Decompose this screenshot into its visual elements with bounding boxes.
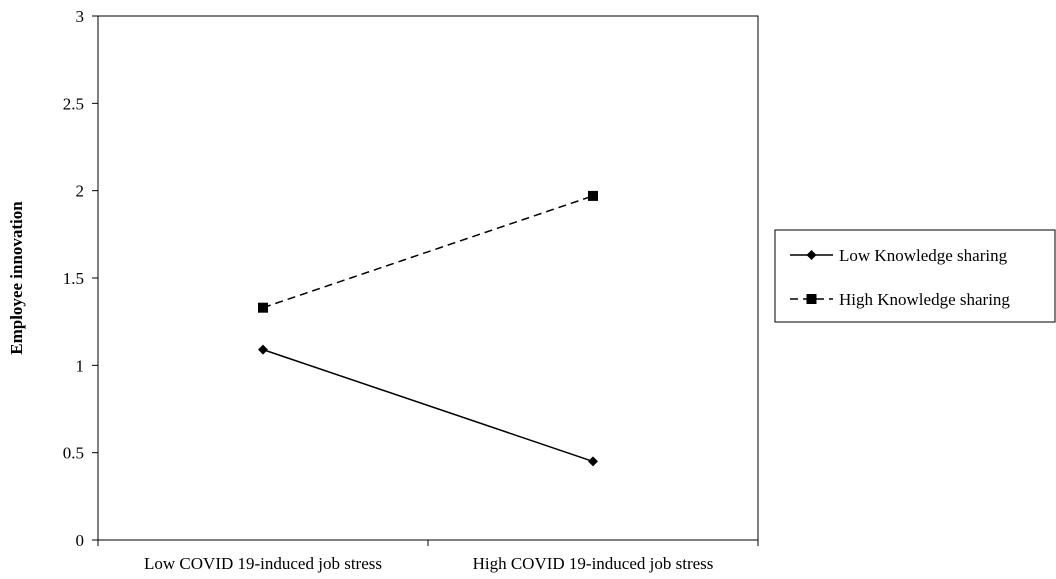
y-tick-label: 0 — [76, 531, 85, 550]
legend-entry-label: Low Knowledge sharing — [839, 246, 1008, 265]
legend-entry-label: High Knowledge sharing — [839, 290, 1010, 309]
y-axis-label: Employee innovation — [7, 201, 26, 355]
y-axis-ticks: 0 0.5 1 1.5 2 2.5 3 — [63, 7, 98, 550]
x-category-label: Low COVID 19-induced job stress — [144, 554, 382, 573]
x-category-label: High COVID 19-induced job stress — [473, 554, 714, 573]
series-high-knowledge-sharing — [258, 190, 598, 313]
plot-area-border — [97, 15, 759, 541]
plot-frame — [97, 15, 759, 541]
data-point-diamond-marker — [588, 456, 598, 467]
legend-diamond-marker — [806, 250, 817, 260]
y-tick-label: 2 — [76, 182, 85, 201]
y-tick-label: 2.5 — [63, 94, 84, 113]
legend-square-marker — [806, 294, 817, 304]
data-point-square-marker — [588, 190, 598, 201]
y-tick-label: 0.5 — [63, 444, 84, 463]
series-low-knowledge-sharing — [258, 344, 598, 467]
y-tick-label: 1.5 — [63, 269, 84, 288]
data-point-square-marker — [258, 302, 268, 313]
series-line — [262, 348, 594, 463]
legend: Low Knowledge sharing High Knowledge shar… — [774, 229, 1056, 323]
legend-box — [774, 229, 1056, 323]
series-layer — [258, 190, 598, 467]
series-line — [262, 195, 594, 309]
y-tick-label: 1 — [76, 356, 85, 375]
x-axis-ticks: Low COVID 19-induced job stress High COVI… — [97, 540, 759, 573]
y-tick-label: 3 — [76, 7, 85, 26]
data-point-diamond-marker — [258, 344, 268, 355]
